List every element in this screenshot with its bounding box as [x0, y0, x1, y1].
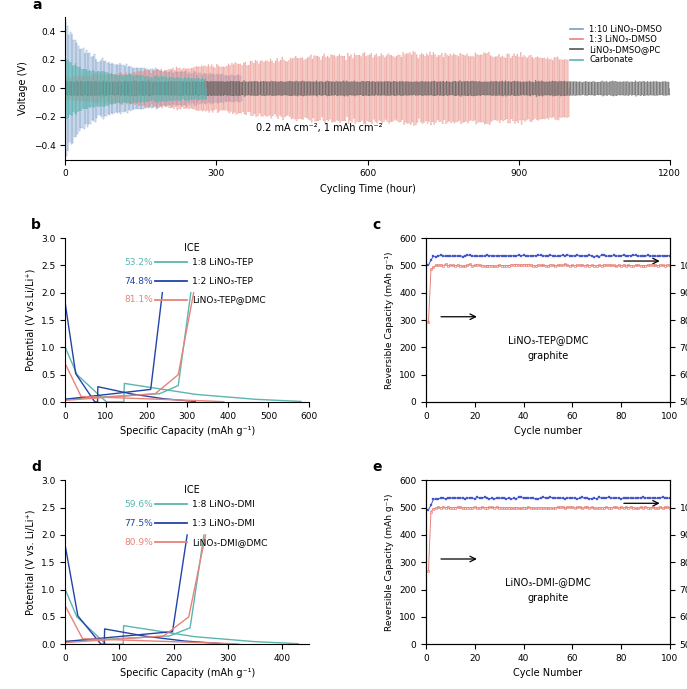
Text: b: b — [31, 218, 41, 232]
Text: a: a — [32, 0, 41, 12]
Text: 1:2 LiNO₃-TEP: 1:2 LiNO₃-TEP — [192, 276, 253, 286]
Text: 1:3 LiNO₃-DMI: 1:3 LiNO₃-DMI — [192, 519, 255, 528]
Text: LiNO₃-TEP@DMC: LiNO₃-TEP@DMC — [508, 335, 588, 344]
X-axis label: Specific Capacity (mAh g⁻¹): Specific Capacity (mAh g⁻¹) — [120, 426, 255, 436]
X-axis label: Cycle Number: Cycle Number — [513, 668, 583, 679]
Text: 59.6%: 59.6% — [124, 500, 153, 509]
Text: c: c — [372, 218, 381, 232]
Text: 77.5%: 77.5% — [124, 519, 153, 528]
Text: 80.9%: 80.9% — [124, 537, 153, 546]
Text: LiNO₃-TEP@DMC: LiNO₃-TEP@DMC — [192, 296, 266, 305]
Y-axis label: Reversible Capacity (mAh g⁻¹): Reversible Capacity (mAh g⁻¹) — [385, 493, 394, 631]
Y-axis label: Reversible Capacity (mAh g⁻¹): Reversible Capacity (mAh g⁻¹) — [385, 251, 394, 389]
X-axis label: Specific Capacity (mAh g⁻¹): Specific Capacity (mAh g⁻¹) — [120, 668, 255, 679]
Text: 74.8%: 74.8% — [124, 276, 153, 286]
Y-axis label: Potential (V vs. Li/Li⁺): Potential (V vs. Li/Li⁺) — [25, 510, 36, 615]
Text: graphite: graphite — [528, 351, 569, 361]
X-axis label: Cycling Time (hour): Cycling Time (hour) — [319, 184, 416, 194]
Text: e: e — [372, 460, 382, 474]
Y-axis label: Voltage (V): Voltage (V) — [19, 61, 28, 116]
Y-axis label: Potential (V vs.Li/Li⁺): Potential (V vs.Li/Li⁺) — [25, 269, 36, 371]
Legend: 1:10 LiNO₃-DMSO, 1:3 LiNO₃-DMSO, LiNO₃-DMSO@PC, Carbonate: 1:10 LiNO₃-DMSO, 1:3 LiNO₃-DMSO, LiNO₃-D… — [567, 21, 666, 68]
Text: d: d — [31, 460, 41, 474]
Text: 0.2 mA cm⁻², 1 mAh cm⁻²: 0.2 mA cm⁻², 1 mAh cm⁻² — [256, 123, 383, 134]
Text: 1:8 LiNO₃-DMI: 1:8 LiNO₃-DMI — [192, 500, 255, 509]
Text: 53.2%: 53.2% — [124, 258, 153, 267]
Text: LiNO₃-DMI-@DMC: LiNO₃-DMI-@DMC — [505, 577, 591, 587]
Text: graphite: graphite — [528, 593, 569, 604]
X-axis label: Cycle number: Cycle number — [514, 426, 582, 436]
Text: LiNO₃-DMI@DMC: LiNO₃-DMI@DMC — [192, 537, 267, 546]
Text: 81.1%: 81.1% — [124, 296, 153, 305]
Text: ICE: ICE — [184, 485, 200, 495]
Text: 1:8 LiNO₃-TEP: 1:8 LiNO₃-TEP — [192, 258, 253, 267]
Text: ICE: ICE — [184, 243, 200, 253]
